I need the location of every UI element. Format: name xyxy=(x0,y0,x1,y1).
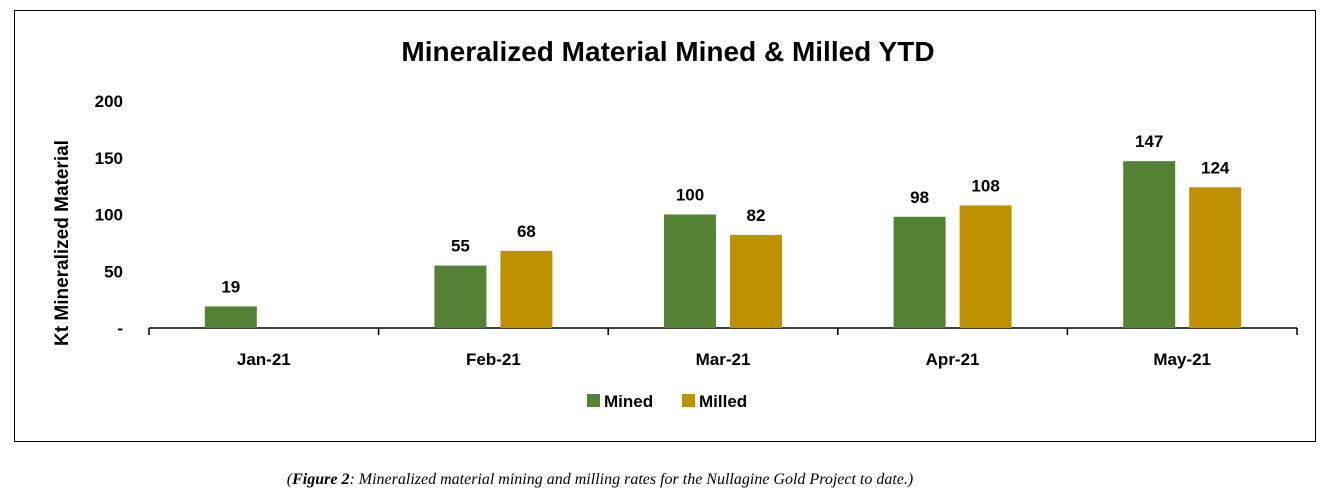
y-axis-label: Kt Mineralized Material xyxy=(52,140,73,346)
data-label: 124 xyxy=(1201,158,1230,177)
data-label: 108 xyxy=(971,176,999,195)
data-label: 100 xyxy=(676,186,704,205)
figure-caption: (Figure 2: Mineralized material mining a… xyxy=(0,471,1200,489)
legend-swatch-milled xyxy=(682,394,695,407)
bar-mined xyxy=(1123,161,1176,328)
bar-milled xyxy=(730,234,782,328)
x-tick-label: Mar-21 xyxy=(696,350,751,369)
x-tick-label: Feb-21 xyxy=(466,350,521,369)
legend-label-mined: Mined xyxy=(604,392,653,411)
x-tick-label: Apr-21 xyxy=(926,350,980,369)
data-label: 147 xyxy=(1135,132,1163,151)
caption-text: : Mineralized material mining and millin… xyxy=(349,471,914,488)
y-tick-label: 200 xyxy=(95,92,123,111)
legend-swatch-mined xyxy=(587,394,600,407)
data-label: 19 xyxy=(221,277,240,296)
data-label: 68 xyxy=(517,222,536,241)
legend: Mined Milled xyxy=(587,392,747,411)
legend-label-milled: Milled xyxy=(699,392,747,411)
x-tick-label: Jan-21 xyxy=(237,350,291,369)
caption-open: ( xyxy=(286,471,293,488)
y-tick-label: 150 xyxy=(95,149,123,168)
chart-title: Mineralized Material Mined & Milled YTD xyxy=(401,36,934,67)
y-tick-label: - xyxy=(117,319,123,338)
plot-area: - 50 100 150 200 Jan-21 19 Feb-21 55 68 Mar-21 100 8… xyxy=(95,92,1298,369)
bar-mined xyxy=(664,214,716,328)
bar-mined xyxy=(204,306,257,328)
bar-milled xyxy=(500,250,553,328)
data-label: 82 xyxy=(747,206,766,225)
bar-milled xyxy=(959,205,1012,328)
y-tick-label: 50 xyxy=(104,262,123,281)
bar-mined xyxy=(434,265,487,328)
y-tick-label: 100 xyxy=(95,206,123,225)
bar-milled xyxy=(1189,187,1242,328)
bar-mined xyxy=(893,216,946,328)
caption-label: Figure 2 xyxy=(292,471,350,488)
x-tick-label: May-21 xyxy=(1153,350,1211,369)
data-label: 55 xyxy=(451,237,470,256)
chart-canvas: Mineralized Material Mined & Milled YTD … xyxy=(52,36,1298,411)
chart-frame: Mineralized Material Mined & Milled YTD … xyxy=(14,10,1316,442)
data-label: 98 xyxy=(910,188,929,207)
